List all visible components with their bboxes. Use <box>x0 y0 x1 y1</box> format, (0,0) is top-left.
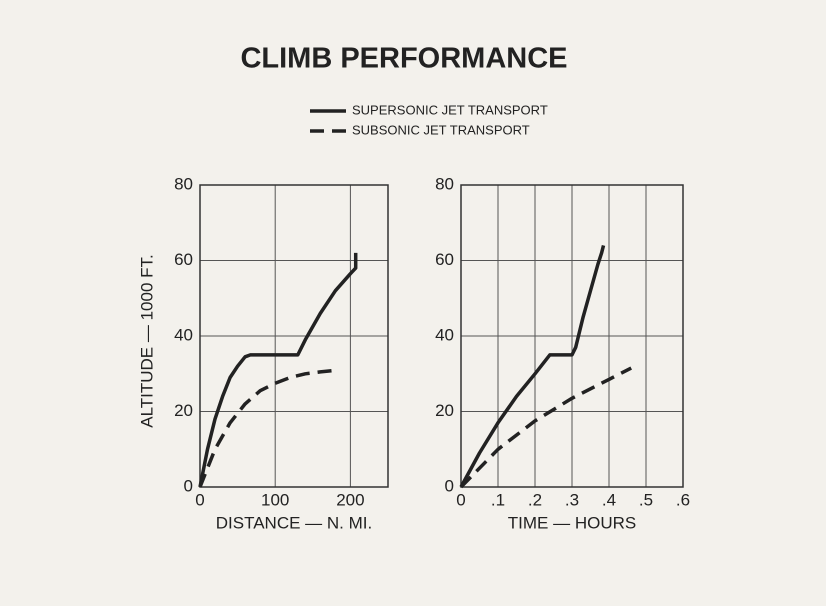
x-tick-label: 0 <box>195 490 204 509</box>
x-tick-label: .6 <box>676 490 690 509</box>
legend-label: SUPERSONIC JET TRANSPORT <box>352 102 548 117</box>
x-tick-label: 0 <box>456 490 465 509</box>
x-tick-label: 200 <box>336 490 364 509</box>
x-tick-label: .2 <box>528 490 542 509</box>
legend: SUPERSONIC JET TRANSPORT SUBSONIC JET TRA… <box>310 102 548 137</box>
x-tick-label: .3 <box>565 490 579 509</box>
y-tick-label: 80 <box>174 174 193 193</box>
x-tick-label: .4 <box>602 490 616 509</box>
y-axis-label: ALTITUDE — 1000 FT. <box>137 254 156 428</box>
series-line <box>198 368 340 488</box>
series-line <box>459 244 606 488</box>
figure-title: CLIMB PERFORMANCE <box>240 43 567 75</box>
y-tick-label: 0 <box>445 476 454 495</box>
y-tick-label: 40 <box>174 325 193 344</box>
y-tick-label: 20 <box>435 401 454 420</box>
x-axis-label: TIME — HOURS <box>508 513 636 532</box>
y-tick-label: 40 <box>435 325 454 344</box>
x-tick-label: .1 <box>491 490 505 509</box>
y-tick-label: 60 <box>435 250 454 269</box>
plot-frame <box>199 184 389 488</box>
x-tick-label: .5 <box>639 490 653 509</box>
y-tick-label: 80 <box>435 174 454 193</box>
y-tick-label: 20 <box>174 401 193 420</box>
plot-frame <box>460 184 684 488</box>
legend-label: SUBSONIC JET TRANSPORT <box>352 122 530 137</box>
x-axis-label: DISTANCE — N. MI. <box>216 513 372 532</box>
y-tick-label: 60 <box>174 250 193 269</box>
y-tick-label: 0 <box>184 476 193 495</box>
series-line <box>198 252 358 488</box>
x-tick-label: 100 <box>261 490 289 509</box>
series-line <box>459 366 632 489</box>
